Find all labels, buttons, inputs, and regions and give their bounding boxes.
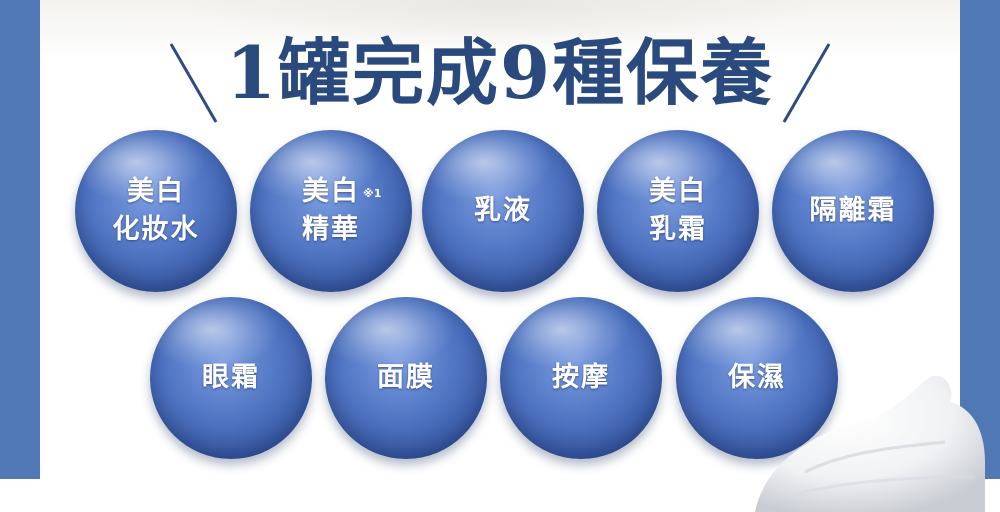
item-label: 美白 精華 — [302, 173, 360, 249]
cream-swirl-image — [755, 376, 985, 512]
item-ball-whitening-essence: 美白 精華 ※1 — [250, 130, 412, 292]
item-label: 美白 乳霜 — [649, 173, 707, 249]
item-label-line: 美白 — [127, 176, 185, 207]
item-label-line: 保濕 — [728, 362, 786, 393]
item-label: 美白 化妝水 — [113, 173, 200, 249]
item-label-line: 美白 — [649, 176, 707, 207]
item-label: 隔離霜 — [810, 192, 897, 230]
footnote-mark: ※1 — [363, 187, 382, 200]
headline: 1罐完成9種保養 — [150, 18, 850, 128]
item-ball-moisturizing: 保濕 — [676, 297, 838, 459]
item-ball-mask: 面膜 — [325, 297, 487, 459]
item-label-line: 化妝水 — [112, 214, 200, 245]
item-label-line: 乳液 — [474, 195, 532, 226]
item-ball-lotion: 乳液 — [422, 130, 584, 292]
item-label-line: 隔離霜 — [809, 195, 897, 226]
item-ball-massage: 按摩 — [500, 297, 662, 459]
item-label-line: 按摩 — [552, 362, 610, 393]
item-label: 保濕 — [728, 359, 786, 397]
item-label: 眼霜 — [202, 359, 260, 397]
item-label-line: 眼霜 — [202, 362, 260, 393]
item-ball-primer: 隔離霜 — [772, 130, 934, 292]
item-label-line: 精華 — [302, 214, 360, 245]
item-label-line: 美白 — [302, 176, 360, 207]
item-label: 按摩 — [552, 359, 610, 397]
item-label-line: 面膜 — [377, 362, 435, 393]
headline-title: 1罐完成9種保養 — [225, 30, 775, 115]
item-ball-eye-cream: 眼霜 — [150, 297, 312, 459]
item-ball-whitening-toner: 美白 化妝水 — [75, 130, 237, 292]
item-label-line: 乳霜 — [649, 214, 707, 245]
item-ball-whitening-cream: 美白 乳霜 — [597, 130, 759, 292]
item-label: 面膜 — [377, 359, 435, 397]
item-label: 乳液 — [474, 192, 532, 230]
